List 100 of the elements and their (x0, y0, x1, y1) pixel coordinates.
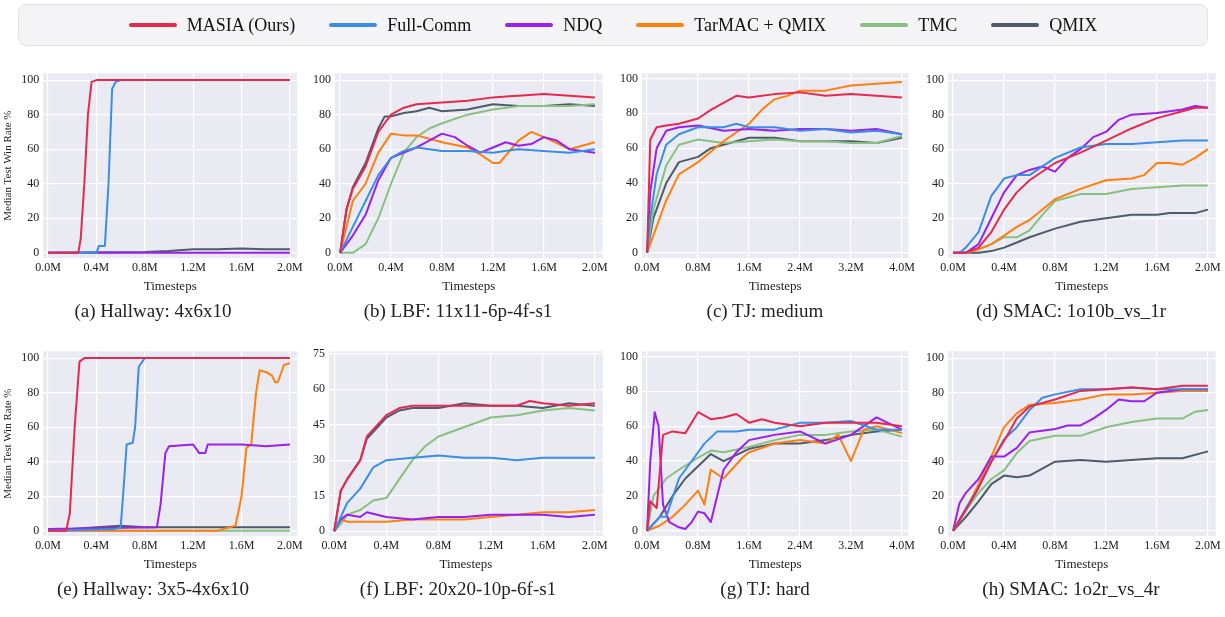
x-tick-label: 1.6M (228, 538, 255, 553)
x-tick-label: 0.4M (83, 538, 110, 553)
x-tick-label: 1.6M (531, 260, 558, 275)
y-tick-label: 0 (632, 522, 638, 537)
y-tick-label: 75 (313, 345, 325, 360)
x-tick-label: 0.4M (991, 538, 1018, 553)
x-axis-title: Timesteps (1055, 555, 1109, 571)
x-tick-label: 0.8M (131, 538, 158, 553)
y-tick-label: 20 (932, 210, 944, 225)
y-tick-label: 40 (626, 453, 638, 468)
x-tick-label: 4.0M (889, 260, 916, 275)
x-tick-label: 0.0M (634, 260, 661, 275)
x-tick-label: 2.4M (787, 538, 814, 553)
x-tick-label: 0.0M (940, 260, 967, 275)
y-tick-label: 40 (626, 175, 638, 190)
y-tick-label: 20 (319, 210, 331, 225)
x-tick-label: 2.0M (582, 538, 609, 553)
y-tick-label: 60 (313, 381, 325, 396)
x-tick-label: 1.2M (480, 260, 507, 275)
text: (d) SMAC: 1o10b_vs_1r (975, 300, 1167, 322)
y-tick-label: 100 (620, 70, 638, 85)
x-tick-label: 2.0M (277, 260, 304, 275)
y-axis-title: Median Test Win Rate % (1, 110, 14, 221)
x-tick-label: 2.4M (787, 260, 814, 275)
x-tick-label: 2.0M (1195, 538, 1222, 553)
x-axis-title: Timesteps (748, 277, 802, 293)
y-tick-label: 80 (319, 106, 331, 121)
y-tick-label: 20 (626, 488, 638, 503)
text: (g) TJ: hard (719, 578, 811, 600)
y-axis-title: Median Test Win Rate % (1, 388, 14, 499)
y-tick-label: 80 (27, 384, 40, 399)
x-tick-label: 1.6M (228, 260, 255, 275)
y-tick-label: 0 (325, 244, 331, 259)
y-tick-label: 60 (27, 141, 40, 156)
y-tick-label: 100 (926, 72, 944, 87)
x-tick-label: 0.8M (685, 538, 712, 553)
x-tick-label: 0.4M (83, 260, 110, 275)
x-tick-label: 1.6M (1144, 260, 1171, 275)
x-axis-title: Timesteps (748, 555, 802, 571)
x-tick-label: 4.0M (889, 538, 916, 553)
text: (a) Hallway: 4x6x10 (73, 300, 233, 322)
x-tick-label: 0.8M (1042, 260, 1069, 275)
x-tick-label: 0.0M (321, 538, 348, 553)
y-tick-label: 60 (319, 141, 331, 156)
x-tick-label: 1.6M (1144, 538, 1171, 553)
legend-label: NDQ (563, 14, 603, 36)
x-tick-label: 0.8M (429, 260, 456, 275)
y-tick-label: 60 (626, 418, 638, 433)
text: (b) LBF: 11x11-6p-4f-s1 (362, 300, 554, 322)
y-tick-label: 20 (626, 210, 638, 225)
y-tick-label: 80 (27, 106, 40, 121)
x-tick-label: 3.2M (838, 538, 865, 553)
y-tick-label: 0 (33, 522, 40, 537)
y-tick-label: 0 (319, 523, 325, 538)
text: (h) SMAC: 1o2r_vs_4r (981, 578, 1161, 600)
legend-label: TMC (918, 14, 958, 36)
x-tick-label: 3.2M (838, 260, 865, 275)
legend-label: Full-Comm (387, 14, 472, 36)
text: (f) LBF: 20x20-10p-6f-s1 (358, 578, 558, 600)
y-tick-label: 60 (27, 419, 40, 434)
x-tick-label: 1.2M (1093, 538, 1120, 553)
y-tick-label: 80 (932, 106, 944, 121)
text: (e) Hallway: 3x5-4x6x10 (55, 578, 251, 600)
y-tick-label: 100 (620, 348, 638, 363)
x-tick-label: 0.0M (35, 260, 62, 275)
y-tick-label: 20 (27, 488, 40, 503)
y-tick-label: 80 (932, 384, 944, 399)
x-tick-label: 2.0M (582, 260, 609, 275)
y-tick-label: 30 (313, 452, 325, 467)
y-tick-label: 80 (626, 383, 638, 398)
y-tick-label: 100 (313, 72, 331, 87)
x-axis-title: Timesteps (439, 555, 493, 571)
y-tick-label: 45 (313, 416, 325, 431)
y-tick-label: 0 (632, 244, 638, 259)
y-tick-label: 0 (938, 522, 944, 537)
y-tick-label: 0 (33, 244, 40, 259)
x-tick-label: 0.8M (685, 260, 712, 275)
x-axis-title: Timesteps (442, 277, 496, 293)
x-tick-label: 1.6M (529, 538, 556, 553)
x-axis-title: Timesteps (143, 555, 197, 571)
y-tick-label: 0 (938, 244, 944, 259)
y-tick-label: 40 (319, 175, 331, 190)
y-tick-label: 60 (932, 419, 944, 434)
y-tick-label: 100 (21, 72, 40, 87)
y-tick-label: 40 (27, 175, 40, 190)
x-axis-title: Timesteps (1055, 277, 1109, 293)
y-tick-label: 40 (932, 175, 944, 190)
y-tick-label: 80 (626, 105, 638, 120)
text: (c) TJ: medium (705, 300, 825, 322)
x-tick-label: 0.4M (378, 260, 405, 275)
x-tick-label: 0.0M (634, 538, 661, 553)
x-tick-label: 0.8M (1042, 538, 1069, 553)
x-tick-label: 2.0M (1195, 260, 1222, 275)
x-tick-label: 1.6M (736, 538, 763, 553)
x-tick-label: 0.4M (373, 538, 400, 553)
legend-label: TarMAC + QMIX (694, 14, 827, 36)
y-tick-label: 20 (27, 210, 40, 225)
x-tick-label: 2.0M (277, 538, 304, 553)
x-tick-label: 0.8M (131, 260, 158, 275)
y-tick-label: 60 (626, 140, 638, 155)
